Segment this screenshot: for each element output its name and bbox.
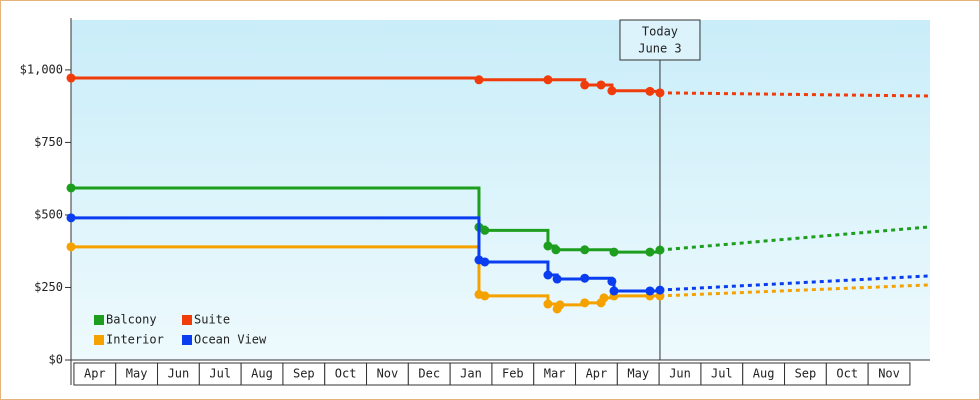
price-point: [555, 300, 565, 310]
x-tick-label: Mar: [544, 367, 566, 381]
plot-area: [71, 20, 930, 360]
price-point: [655, 88, 665, 98]
price-point: [609, 247, 619, 257]
legend-label: Suite: [194, 313, 230, 327]
legend-label: Interior: [106, 333, 164, 347]
price-point: [66, 242, 76, 252]
y-tick-label: $750: [34, 135, 63, 149]
price-point: [543, 75, 553, 85]
price-point: [609, 286, 619, 296]
x-tick-label: Sep: [293, 367, 315, 381]
price-point: [580, 273, 590, 283]
price-point: [645, 86, 655, 96]
y-tick-label: $0: [49, 353, 63, 367]
price-point: [543, 270, 553, 280]
x-tick-label: Jul: [209, 367, 231, 381]
price-point: [480, 291, 490, 301]
price-point: [543, 241, 553, 251]
price-point: [480, 225, 490, 235]
x-tick-label: Aug: [251, 367, 273, 381]
y-tick-label: $250: [34, 280, 63, 294]
forecast-line: [659, 91, 931, 98]
forecast-line: [659, 283, 931, 298]
x-tick-label: Sep: [795, 367, 817, 381]
price-point: [599, 293, 609, 303]
price-point: [607, 86, 617, 96]
price-point: [66, 213, 76, 223]
legend-swatch: [182, 315, 192, 325]
y-tick-label: $500: [34, 207, 63, 221]
price-point: [655, 245, 665, 255]
y-tick-label: $1,000: [20, 62, 63, 76]
legend-label: Balcony: [106, 313, 157, 327]
legend-swatch: [94, 315, 104, 325]
today-box: [619, 19, 701, 61]
price-point: [580, 245, 590, 255]
price-point: [607, 276, 617, 286]
x-tick-label: May: [627, 367, 649, 381]
x-tick-label: Apr: [586, 367, 608, 381]
x-tick-label: Oct: [335, 367, 357, 381]
x-tick-label: Oct: [836, 367, 858, 381]
forecast-line: [659, 274, 931, 292]
legend-swatch: [182, 335, 192, 345]
legend-swatch: [94, 335, 104, 345]
price-point: [645, 247, 655, 257]
today-date: June 3: [638, 42, 681, 56]
x-tick-label: Dec: [418, 367, 440, 381]
price-point: [596, 80, 606, 90]
price-point: [66, 73, 76, 83]
x-tick-label: Jun: [669, 367, 691, 381]
x-tick-label: Nov: [878, 367, 900, 381]
x-tick: [867, 362, 911, 386]
price-point: [480, 257, 490, 267]
x-tick-label: Jun: [168, 367, 190, 381]
price-point: [580, 80, 590, 90]
legend-label: Ocean View: [194, 333, 267, 347]
price-point: [580, 298, 590, 308]
x-tick-label: Nov: [377, 367, 399, 381]
price-point: [474, 75, 484, 85]
price-point: [645, 286, 655, 296]
price-point: [543, 299, 553, 309]
x-tick-label: May: [126, 367, 148, 381]
x-tick-label: Apr: [84, 367, 106, 381]
x-tick-label: Jul: [711, 367, 733, 381]
price-point: [66, 183, 76, 193]
forecast-line: [659, 225, 931, 252]
x-tick-label: Aug: [753, 367, 775, 381]
price-point: [655, 285, 665, 295]
price-point: [552, 274, 562, 284]
today-label: Today: [642, 25, 678, 39]
x-tick-label: Jan: [460, 367, 482, 381]
price-point: [551, 245, 561, 255]
x-tick-label: Feb: [502, 367, 524, 381]
